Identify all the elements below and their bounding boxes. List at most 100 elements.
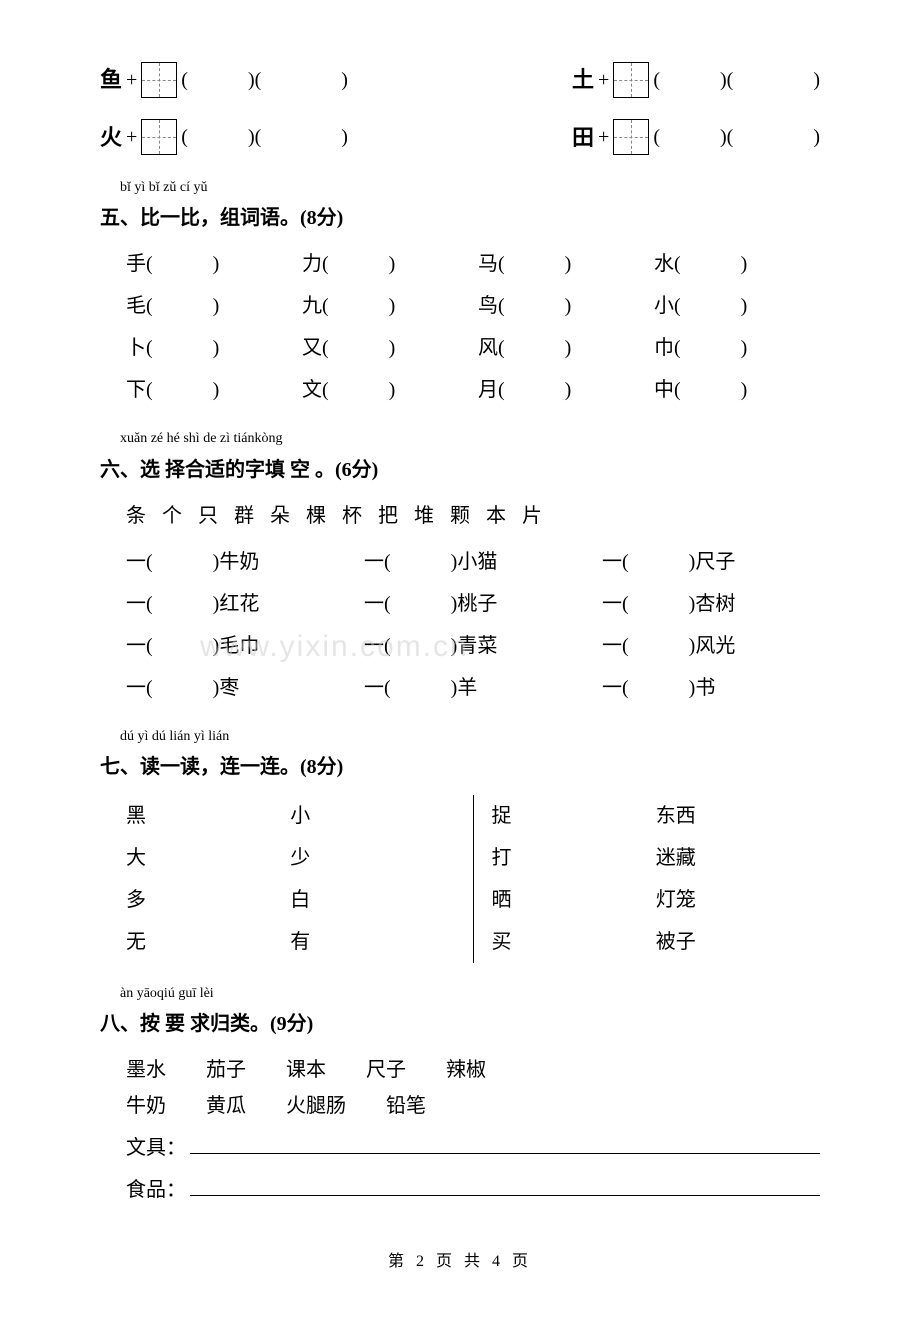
q6-item: 一()桃子 (364, 586, 582, 622)
q7-right-a: 捉打晒买 (492, 795, 656, 963)
q6-item: 一()小猫 (364, 544, 582, 580)
q6-pinyin: xuǎn zé hé shì de zì tiánkòng (120, 426, 820, 451)
q6-word: 条 (126, 498, 146, 534)
q5-item: 手() (126, 246, 292, 282)
q5-item: 下() (126, 372, 292, 408)
page-footer: 第 2 页 共 4 页 (100, 1248, 820, 1277)
q8-label-2: 食品： (126, 1172, 186, 1208)
q5-item: 毛() (126, 288, 292, 324)
q8-blank-2: 食品： (126, 1172, 820, 1208)
radical-char: 火 (100, 118, 122, 158)
q7-right-b: 东西迷藏灯笼被子 (656, 795, 820, 963)
q7-match: 黑大多无 小少白有 捉打晒买 东西迷藏灯笼被子 (126, 795, 820, 963)
q7-word: 无 (126, 921, 290, 963)
q7-word: 打 (492, 837, 656, 879)
paren[interactable]: ()() (653, 119, 820, 155)
q6-word-bank: 条个只群朵棵杯把堆颗本片 (126, 498, 820, 534)
q8-word: 牛奶 (126, 1088, 166, 1124)
q8-label-1: 文具： (126, 1130, 186, 1166)
q5-item: 月() (478, 372, 644, 408)
q5-item: 又() (302, 330, 468, 366)
q6-grid: 一()牛奶一()小猫一()尺子一()红花一()桃子一()杏树一()毛巾一()青菜… (126, 544, 820, 706)
q6-item: 一()杏树 (602, 586, 820, 622)
q7-left-a: 黑大多无 (126, 795, 290, 963)
q7-word: 大 (126, 837, 290, 879)
q5-item: 中() (654, 372, 820, 408)
q7-word: 小 (290, 795, 454, 837)
q7-word: 晒 (492, 879, 656, 921)
q8-word: 辣椒 (446, 1052, 486, 1088)
plus-icon: + (126, 62, 137, 98)
q8-word-row-2: 牛奶黄瓜火腿肠铅笔 (126, 1088, 820, 1124)
q6-item: 一()书 (602, 670, 820, 706)
char-box-section: 鱼+()()土+()()火+()()田+()() (100, 60, 820, 157)
q7-word: 迷藏 (656, 837, 820, 879)
q6-item: 一()毛巾 (126, 628, 344, 664)
q6-word: 片 (522, 498, 542, 534)
tian-grid[interactable] (141, 62, 177, 98)
q7-word: 少 (290, 837, 454, 879)
q5-pinyin: bǐ yì bǐ zǔ cí yǔ (120, 175, 820, 200)
paren[interactable]: ()() (653, 62, 820, 98)
q8-word: 黄瓜 (206, 1088, 246, 1124)
q7-title: 七、读一读，连一连。(8分) (100, 749, 820, 785)
q7-word: 被子 (656, 921, 820, 963)
q7-word: 灯笼 (656, 879, 820, 921)
q5-item: 卜() (126, 330, 292, 366)
q6-word: 堆 (414, 498, 434, 534)
q6-word: 颗 (450, 498, 470, 534)
q5-item: 风() (478, 330, 644, 366)
plus-icon: + (598, 62, 609, 98)
q8-word: 茄子 (206, 1052, 246, 1088)
q6-item: 一()尺子 (602, 544, 820, 580)
paren[interactable]: ()() (181, 119, 348, 155)
q7-left-b: 小少白有 (290, 795, 454, 963)
tian-grid[interactable] (613, 62, 649, 98)
q7-word: 白 (290, 879, 454, 921)
plus-icon: + (598, 119, 609, 155)
q6-item: 一()枣 (126, 670, 344, 706)
q8-word: 课本 (286, 1052, 326, 1088)
paren[interactable]: ()() (181, 62, 348, 98)
q7-word: 有 (290, 921, 454, 963)
tian-grid[interactable] (613, 119, 649, 155)
char-box-item: 田+ ()() (572, 118, 820, 158)
q7-word: 多 (126, 879, 290, 921)
q8-word: 铅笔 (386, 1088, 426, 1124)
blank-line[interactable] (190, 1135, 820, 1154)
q7-pinyin: dú yì dú lián yì lián (120, 724, 820, 749)
q6-word: 本 (486, 498, 506, 534)
q8-title: 八、按 要 求归类。(9分) (100, 1006, 820, 1042)
q7-word: 捉 (492, 795, 656, 837)
q6-item: 一()风光 (602, 628, 820, 664)
blank-line[interactable] (190, 1177, 820, 1196)
tian-grid[interactable] (141, 119, 177, 155)
q6-title: 六、选 择合适的字填 空 。(6分) (100, 452, 820, 488)
q5-grid: 手()力()马()水()毛()九()鸟()小()卜()又()风()巾()下()文… (126, 246, 820, 408)
q8-word: 尺子 (366, 1052, 406, 1088)
radical-char: 鱼 (100, 60, 122, 100)
q6-word: 棵 (306, 498, 326, 534)
q6-word: 群 (234, 498, 254, 534)
q6-item: 一()羊 (364, 670, 582, 706)
radical-char: 田 (572, 118, 594, 158)
q6-item: 一()牛奶 (126, 544, 344, 580)
q7-word: 黑 (126, 795, 290, 837)
q6-item: 一()红花 (126, 586, 344, 622)
q5-item: 文() (302, 372, 468, 408)
q6-word: 把 (378, 498, 398, 534)
q8-blank-1: 文具： (126, 1130, 820, 1166)
q5-item: 水() (654, 246, 820, 282)
q8-word: 墨水 (126, 1052, 166, 1088)
q8-word-row-1: 墨水 茄子 课本 尺子 辣椒 (126, 1052, 820, 1088)
q6-word: 朵 (270, 498, 290, 534)
char-box-item: 火+()() (100, 118, 348, 158)
radical-char: 土 (572, 60, 594, 100)
q7-divider (473, 795, 474, 963)
q5-item: 巾() (654, 330, 820, 366)
q7-word: 东西 (656, 795, 820, 837)
q5-item: 小() (654, 288, 820, 324)
q6-item: 一()青菜 (364, 628, 582, 664)
char-box-item: 土+ ()() (572, 60, 820, 100)
q5-title: 五、比一比，组词语。(8分) (100, 200, 820, 236)
